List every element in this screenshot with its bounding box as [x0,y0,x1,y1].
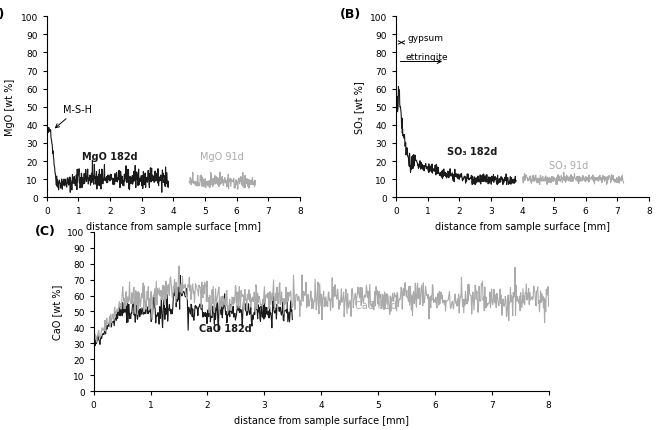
Y-axis label: SO₃ [wt %]: SO₃ [wt %] [354,81,364,134]
Text: MgO 91d: MgO 91d [200,152,244,162]
Text: CaO 182d: CaO 182d [199,323,252,333]
Text: (C): (C) [35,224,56,237]
X-axis label: distance from sample surface [mm]: distance from sample surface [mm] [435,221,610,231]
Y-axis label: MgO [wt %]: MgO [wt %] [5,79,15,136]
Text: CaO 91d: CaO 91d [355,301,397,310]
Text: gypsum: gypsum [407,34,443,43]
Y-axis label: CaO [wt %]: CaO [wt %] [52,284,62,339]
Text: ettringite: ettringite [405,52,448,61]
Text: M-S-H: M-S-H [56,105,92,129]
Text: (A): (A) [0,8,5,21]
X-axis label: distance from sample surface [mm]: distance from sample surface [mm] [233,415,409,425]
Text: MgO 182d: MgO 182d [82,152,137,162]
Text: SO₃ 91d: SO₃ 91d [549,161,589,171]
Text: (B): (B) [341,8,361,21]
X-axis label: distance from sample surface [mm]: distance from sample surface [mm] [86,221,261,231]
Text: SO₃ 182d: SO₃ 182d [446,147,497,157]
